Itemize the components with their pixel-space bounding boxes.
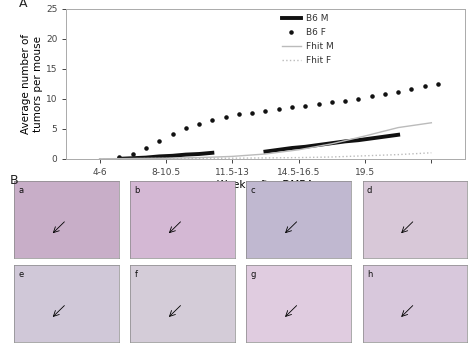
Text: b: b: [135, 186, 140, 195]
B6 F: [356, 97, 361, 101]
Fhit F: [263, 156, 268, 160]
B6 F: [183, 126, 189, 130]
B6 M: [342, 139, 348, 143]
B6 F: [382, 92, 388, 96]
Fhit F: [296, 156, 301, 160]
Fhit F: [428, 151, 434, 155]
B6 F: [302, 104, 308, 108]
B6 F: [369, 94, 374, 98]
Fhit F: [362, 154, 368, 158]
Fhit M: [263, 152, 268, 156]
Fhit M: [97, 157, 102, 161]
B6 F: [210, 118, 215, 122]
Fhit M: [296, 148, 301, 152]
Fhit M: [196, 156, 202, 160]
Fhit M: [130, 156, 136, 161]
Text: d: d: [367, 186, 372, 195]
Fhit M: [229, 154, 235, 158]
B6 F: [196, 122, 202, 126]
B6 M: [356, 138, 361, 142]
B6 M: [289, 146, 295, 150]
Line: B6 F: B6 F: [116, 81, 441, 160]
Fhit F: [229, 156, 235, 160]
B6 F: [316, 102, 321, 106]
Fhit M: [395, 126, 401, 130]
B6 F: [409, 87, 414, 91]
Text: f: f: [135, 270, 137, 279]
Fhit F: [395, 153, 401, 157]
B6 M: [302, 145, 308, 149]
B6 M: [276, 148, 282, 152]
B6 M: [369, 136, 374, 141]
B6 F: [143, 146, 149, 150]
Fhit F: [130, 157, 136, 161]
Legend: B6 M, B6 F, Fhit M, Fhit F: B6 M, B6 F, Fhit M, Fhit F: [278, 10, 337, 68]
B6 F: [395, 89, 401, 94]
B6 M: [329, 141, 335, 145]
B6 F: [289, 105, 295, 109]
B6 M: [263, 149, 268, 154]
Text: g: g: [251, 270, 256, 279]
Text: h: h: [367, 270, 372, 279]
Fhit M: [362, 134, 368, 138]
B6 F: [130, 152, 136, 156]
B6 F: [329, 100, 335, 104]
Line: Fhit M: Fhit M: [100, 123, 431, 159]
B6 F: [117, 155, 122, 159]
Fhit M: [428, 121, 434, 125]
Text: e: e: [18, 270, 24, 279]
B6 M: [395, 133, 401, 137]
Fhit F: [97, 157, 102, 161]
B6 F: [156, 139, 162, 143]
Fhit M: [329, 142, 335, 146]
B6 F: [263, 109, 268, 113]
Fhit F: [329, 155, 335, 159]
B6 F: [276, 107, 282, 111]
Text: c: c: [251, 186, 255, 195]
Y-axis label: Average number of
tumors per mouse: Average number of tumors per mouse: [21, 34, 43, 134]
B6 M: [382, 134, 388, 139]
B6 F: [422, 84, 428, 88]
Line: Fhit F: Fhit F: [100, 153, 431, 159]
B6 F: [249, 111, 255, 115]
B6 F: [342, 98, 348, 103]
B6 F: [435, 82, 441, 87]
X-axis label: Weeks after DMBA: Weeks after DMBA: [217, 180, 314, 190]
Text: A: A: [18, 0, 27, 10]
Fhit F: [163, 156, 169, 161]
Fhit M: [163, 156, 169, 160]
Fhit F: [196, 156, 202, 161]
B6 F: [223, 115, 228, 119]
B6 M: [316, 143, 321, 147]
Text: B: B: [9, 174, 18, 187]
Text: a: a: [18, 186, 24, 195]
B6 F: [170, 132, 175, 136]
B6 F: [236, 112, 242, 117]
Line: B6 M: B6 M: [265, 135, 398, 151]
